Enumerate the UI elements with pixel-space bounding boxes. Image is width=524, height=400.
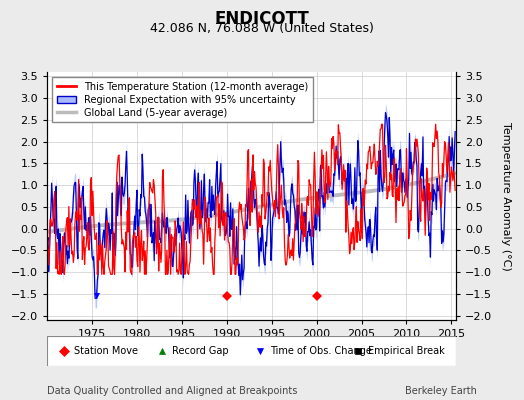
Legend: This Temperature Station (12-month average), Regional Expectation with 95% uncer: This Temperature Station (12-month avera… <box>52 77 313 122</box>
Text: Empirical Break: Empirical Break <box>368 346 445 356</box>
Text: 42.086 N, 76.088 W (United States): 42.086 N, 76.088 W (United States) <box>150 22 374 35</box>
Text: ENDICOTT: ENDICOTT <box>215 10 309 28</box>
Text: Station Move: Station Move <box>74 346 138 356</box>
Text: Berkeley Earth: Berkeley Earth <box>405 386 477 396</box>
Text: Record Gap: Record Gap <box>172 346 228 356</box>
FancyBboxPatch shape <box>47 336 456 366</box>
Y-axis label: Temperature Anomaly (°C): Temperature Anomaly (°C) <box>501 122 511 270</box>
Text: Data Quality Controlled and Aligned at Breakpoints: Data Quality Controlled and Aligned at B… <box>47 386 298 396</box>
Text: Time of Obs. Change: Time of Obs. Change <box>270 346 372 356</box>
